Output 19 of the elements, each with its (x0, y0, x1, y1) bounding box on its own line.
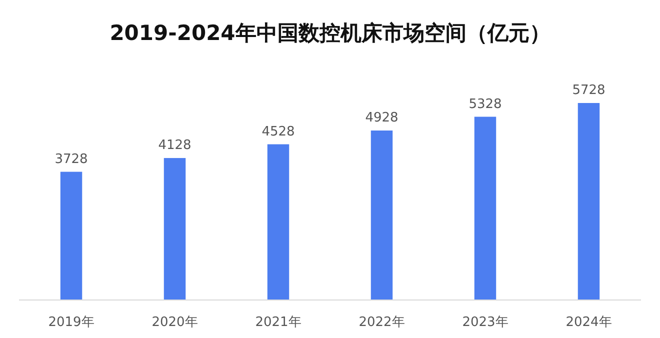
x-tick-label: 2021年 (255, 315, 302, 330)
data-label: 5328 (468, 96, 502, 112)
x-tick-label: 2019年 (48, 315, 94, 330)
bar (578, 103, 600, 300)
bar (370, 130, 393, 300)
bar (60, 172, 82, 300)
x-tick-label: 2023年 (462, 315, 508, 330)
bar (267, 144, 290, 300)
x-tick-label: 2022年 (358, 315, 405, 330)
data-label: 4128 (158, 138, 192, 154)
bar (474, 116, 496, 300)
data-label: 4528 (262, 124, 295, 140)
bar (164, 158, 186, 300)
x-tick-label: 2020年 (152, 315, 198, 330)
x-tick-label: 2024年 (566, 315, 612, 330)
data-label: 4928 (365, 110, 398, 126)
data-label: 3728 (54, 152, 88, 167)
chart-title: 2019-2024年中国数控机床市场空间（亿元） (110, 21, 550, 45)
data-label: 5728 (572, 83, 606, 98)
